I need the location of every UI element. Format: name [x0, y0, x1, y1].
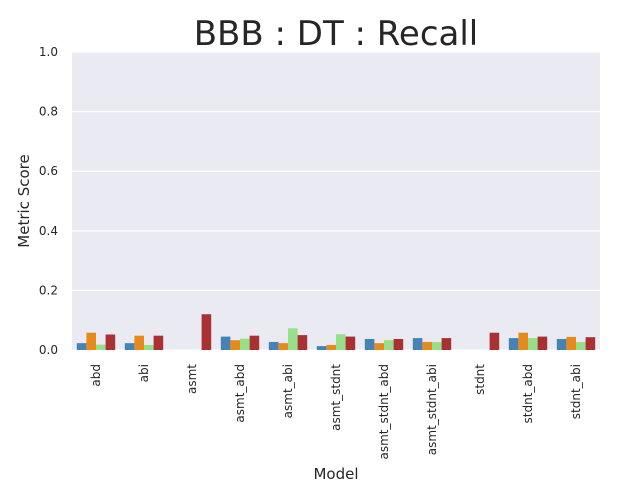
y-axis-label: Metric Score	[15, 154, 33, 247]
y-tick-label: 1.0	[39, 45, 58, 59]
bar	[489, 332, 500, 350]
y-tick-label: 0.0	[39, 343, 58, 357]
y-tick-label: 0.8	[39, 105, 58, 119]
x-tick-label: asmt_abd	[233, 364, 247, 423]
x-tick-label: stdnt	[473, 364, 487, 395]
bar	[201, 314, 212, 350]
bar	[326, 344, 336, 350]
bar	[144, 344, 154, 350]
bar	[105, 334, 116, 350]
bar	[288, 328, 298, 350]
bar	[96, 344, 106, 350]
bar	[153, 335, 164, 350]
bar	[316, 346, 327, 350]
y-axis-ticks: 0.0 0.2 0.4 0.6 0.8 1.0	[39, 45, 58, 357]
bar	[240, 338, 250, 350]
bar	[86, 332, 96, 350]
x-tick-label: asmt_abi	[281, 364, 295, 418]
bar	[364, 338, 375, 350]
y-tick-label: 0.6	[39, 164, 58, 178]
bar	[422, 341, 432, 350]
y-tick-label: 0.4	[39, 224, 58, 238]
plot-area	[72, 52, 600, 350]
bar	[297, 335, 308, 350]
bar	[374, 343, 384, 350]
bar	[345, 336, 356, 350]
bars	[76, 314, 596, 350]
x-axis-ticks: abd abi asmt asmt_abd asmt_abi asmt_stdnt asmt…	[89, 364, 583, 460]
bar	[249, 335, 260, 350]
x-tick-label: asmt_stdnt	[329, 364, 343, 431]
x-tick-label: asmt_stdnt_abi	[425, 364, 439, 455]
bar	[278, 343, 288, 350]
bar	[268, 341, 279, 350]
bar	[124, 343, 135, 350]
bar	[76, 343, 87, 350]
x-tick-label: asmt	[185, 364, 199, 394]
x-tick-label: stdnt_abd	[521, 364, 535, 423]
bar	[393, 338, 404, 350]
bar	[518, 332, 528, 350]
bar	[566, 336, 576, 350]
bar	[528, 338, 538, 350]
y-tick-label: 0.2	[39, 283, 58, 297]
bar	[412, 338, 423, 350]
bar	[336, 334, 346, 350]
x-tick-label: abi	[137, 364, 151, 382]
bar	[576, 341, 586, 350]
bar	[585, 337, 596, 350]
bar	[441, 338, 452, 350]
x-axis-label: Model	[313, 465, 358, 483]
bar	[384, 340, 394, 350]
chart-title: BBB : DT : Recall	[194, 14, 479, 54]
bar	[230, 340, 240, 350]
x-tick-label: abd	[89, 364, 103, 387]
bar	[537, 336, 548, 350]
x-tick-label: stdnt_abi	[569, 364, 583, 419]
bar	[432, 341, 442, 350]
bar	[134, 335, 144, 350]
x-tick-label: asmt_stdnt_abd	[377, 364, 391, 459]
bar	[556, 338, 567, 350]
bar	[220, 336, 231, 350]
bar	[508, 338, 519, 350]
